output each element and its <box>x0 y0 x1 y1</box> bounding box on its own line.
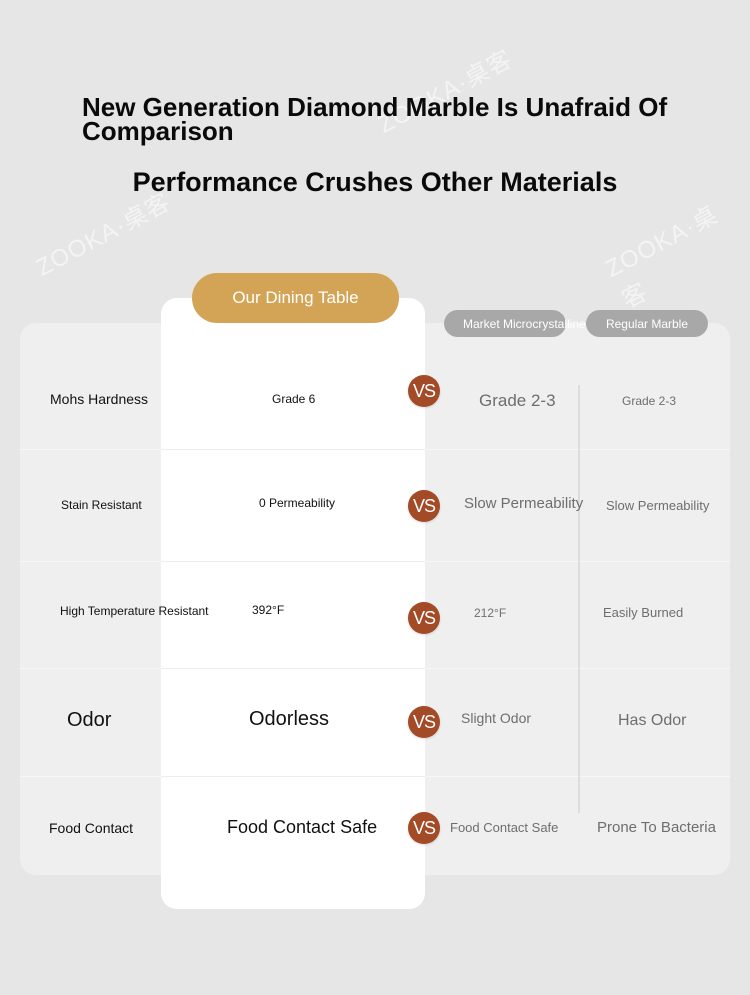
regular-value: Easily Burned <box>603 605 684 620</box>
row-label: Food Contact <box>49 820 134 836</box>
regular-value: Grade 2-3 <box>622 394 677 408</box>
row-label: High Temperature Resistant <box>60 604 209 618</box>
vs-badge: VS <box>408 706 440 738</box>
market-stone-header: Market Microcrystalline Stone <box>444 310 620 337</box>
our-value: Grade 6 <box>272 392 316 406</box>
our-value: Odorless <box>249 708 330 730</box>
row-divider <box>161 449 425 450</box>
market-value: Slow Permeability <box>464 495 584 512</box>
our-table-column <box>161 298 425 909</box>
row-label: Mohs Hardness <box>50 391 149 407</box>
vs-badge: VS <box>408 490 440 522</box>
page-subtitle: Performance Crushes Other Materials <box>132 167 618 197</box>
market-value: Slight Odor <box>461 710 532 726</box>
row-divider <box>161 668 425 669</box>
page-title: New Generation Diamond Marble Is Unafrai… <box>82 92 668 146</box>
regular-marble-header: Regular Marble <box>586 310 708 337</box>
row-label: Stain Resistant <box>61 498 142 512</box>
vs-badge: VS <box>408 602 440 634</box>
vs-badge: VS <box>408 375 440 407</box>
row-label: Odor <box>67 709 112 731</box>
row-divider <box>161 561 425 562</box>
vs-badge: VS <box>408 812 440 844</box>
regular-value: Has Odor <box>618 712 687 729</box>
our-value: Food Contact Safe <box>227 817 378 837</box>
market-value: Food Contact Safe <box>450 820 559 835</box>
column-divider <box>578 385 580 813</box>
regular-value: Slow Permeability <box>606 498 710 513</box>
watermark: ZOOKA·桌客 <box>601 201 723 314</box>
row-divider <box>161 776 425 777</box>
our-value: 0 Permeability <box>259 496 336 510</box>
market-value: Grade 2-3 <box>479 391 556 410</box>
our-table-header: Our Dining Table <box>192 273 399 323</box>
our-value: 392°F <box>252 603 285 617</box>
regular-value: Prone To Bacteria <box>597 819 716 836</box>
market-value: 212°F <box>474 606 507 620</box>
